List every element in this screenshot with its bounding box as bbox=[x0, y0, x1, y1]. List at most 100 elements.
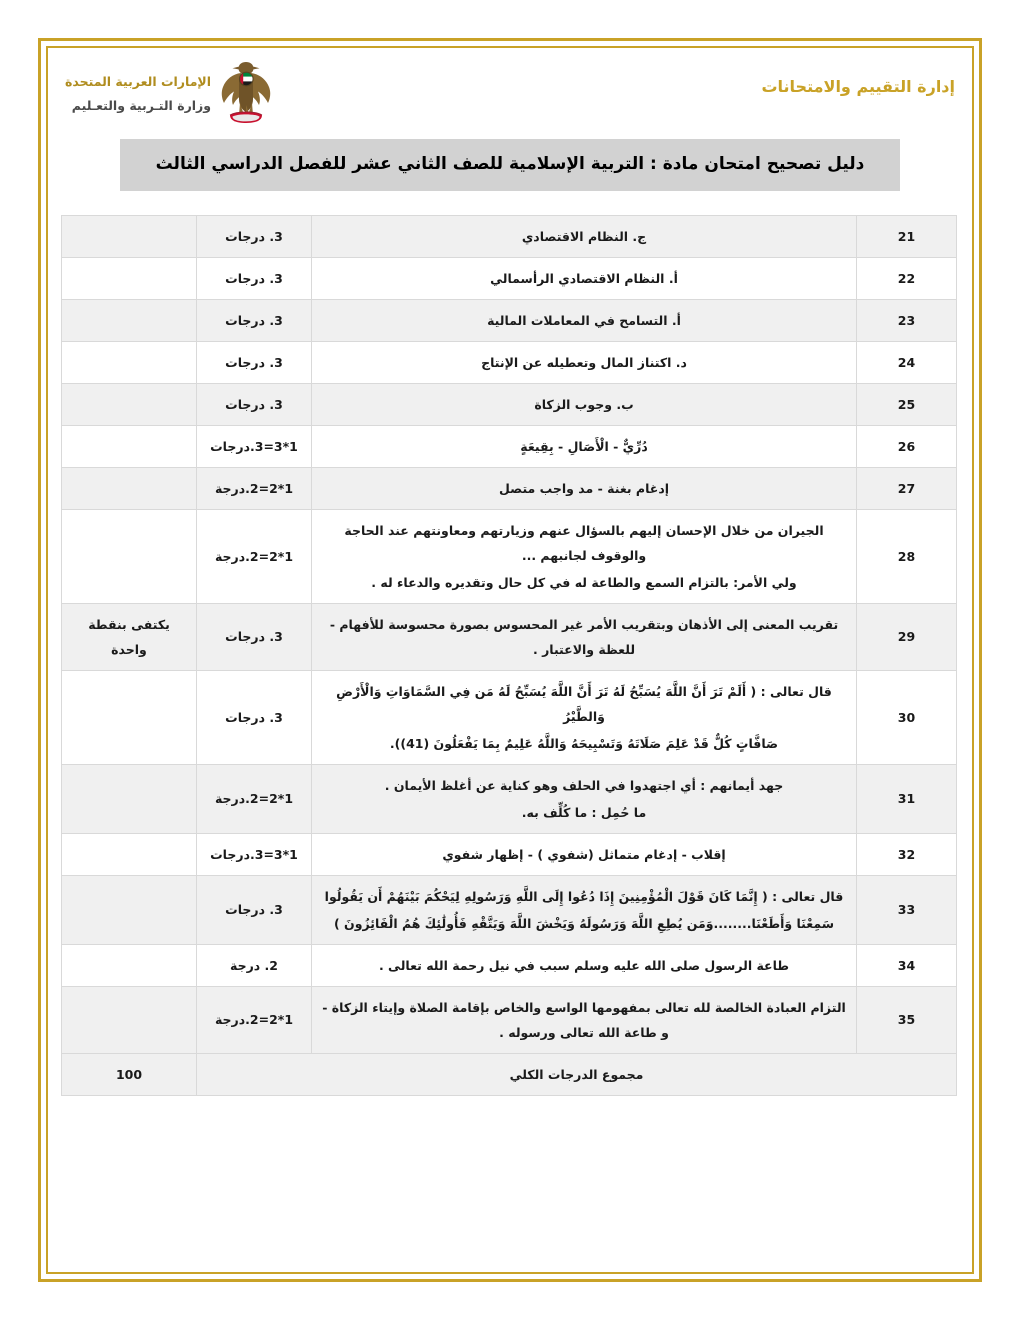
answer-line: تقريب المعنى إلى الأذهان وبتقريب الأمر غ… bbox=[329, 616, 839, 657]
question-number-cell: 26 bbox=[856, 424, 957, 468]
answer-cell: د. اكتناز المال وتعطيله عن الإنتاج bbox=[311, 340, 857, 384]
note-cell bbox=[61, 382, 197, 426]
ministry-name: وزارة التـربية والتعـليم bbox=[71, 98, 212, 113]
answer-line: التزام العبادة الخالصة لله تعالى بمفهومه… bbox=[322, 999, 846, 1040]
note-cell bbox=[61, 214, 197, 258]
answer-line: أ. التسامح في المعاملات المالية bbox=[487, 312, 681, 328]
marks-cell: 1*3=3.درجات bbox=[196, 832, 312, 876]
page-content: الإمارات العربية المتحدة وزارة التـربية … bbox=[41, 41, 979, 1279]
answer-cell: أ. التسامح في المعاملات المالية bbox=[311, 298, 857, 342]
answer-line: إدغام بغنة - مد واجب متصل bbox=[498, 480, 670, 496]
note-cell bbox=[61, 985, 197, 1054]
answer-line: ما حُمِل : ما كُلِّف به. bbox=[521, 804, 647, 820]
document-header: الإمارات العربية المتحدة وزارة التـربية … bbox=[61, 53, 959, 131]
total-row: مجموع الدرجات الكلي 100 bbox=[61, 1052, 957, 1096]
note-cell bbox=[61, 508, 197, 604]
note-cell bbox=[61, 763, 197, 834]
answer-line: طاعة الرسول صلى الله عليه وسلم سبب في ني… bbox=[378, 957, 790, 973]
question-number-cell: 32 bbox=[856, 832, 957, 876]
marks-cell: 3. درجات bbox=[196, 602, 312, 671]
question-number-cell: 28 bbox=[856, 508, 957, 604]
note-cell bbox=[61, 943, 197, 987]
ministry-identity-block: الإمارات العربية المتحدة وزارة التـربية … bbox=[65, 59, 273, 125]
answer-cell: قال تعالى : ( إِنَّمَا كَانَ قَوْلَ الْم… bbox=[311, 874, 857, 945]
question-number-cell: 35 bbox=[856, 985, 957, 1054]
answer-line: د. اكتناز المال وتعطيله عن الإنتاج bbox=[481, 354, 687, 370]
question-number-cell: 25 bbox=[856, 382, 957, 426]
question-number-cell: 22 bbox=[856, 256, 957, 300]
marks-cell: 1*2=2.درجة bbox=[196, 466, 312, 510]
table-row: 27 إدغام بغنة - مد واجب متصل 1*2=2.درجة bbox=[61, 466, 957, 510]
question-number-cell: 27 bbox=[856, 466, 957, 510]
answer-line: ج. النظام الاقتصادي bbox=[521, 228, 647, 244]
table-row: 31 جهد أيمانهم : أي اجتهدوا في الحلف وهو … bbox=[61, 763, 957, 834]
grading-table-body: 21 ج. النظام الاقتصادي 3. درجات 22 أ. النظام… bbox=[61, 214, 957, 1096]
marks-cell: 3. درجات bbox=[196, 874, 312, 945]
question-number-cell: 21 bbox=[856, 214, 957, 258]
table-row: 22 أ. النظام الاقتصادي الرأسمالي 3. درجات bbox=[61, 256, 957, 300]
answer-cell: إدغام بغنة - مد واجب متصل bbox=[311, 466, 857, 510]
total-label: مجموع الدرجات الكلي bbox=[196, 1052, 957, 1096]
page-gold-frame: الإمارات العربية المتحدة وزارة التـربية … bbox=[38, 38, 982, 1282]
marks-cell: 3. درجات bbox=[196, 340, 312, 384]
note-cell bbox=[61, 424, 197, 468]
note-cell bbox=[61, 669, 197, 765]
answer-line: دُرِّيٌّ - الْأَصَالِ - بِقِيعَةٍ bbox=[520, 438, 648, 454]
uae-falcon-emblem-icon bbox=[219, 59, 273, 125]
answer-cell: الجيران من خلال الإحسان إليهم بالسؤال عن… bbox=[311, 508, 857, 604]
note-cell: يكتفى بنقطة واحدة bbox=[61, 602, 197, 671]
table-row: 32 إقلاب - إدغام متماثل (شفوي ) - إظهار ش… bbox=[61, 832, 957, 876]
marks-cell: 3. درجات bbox=[196, 214, 312, 258]
marks-cell: 1*3=3.درجات bbox=[196, 424, 312, 468]
answer-cell: طاعة الرسول صلى الله عليه وسلم سبب في ني… bbox=[311, 943, 857, 987]
table-row: 21 ج. النظام الاقتصادي 3. درجات bbox=[61, 214, 957, 258]
note-cell bbox=[61, 256, 197, 300]
marks-cell: 2. درجة bbox=[196, 943, 312, 987]
table-row: 23 أ. التسامح في المعاملات المالية 3. درجا… bbox=[61, 298, 957, 342]
note-cell bbox=[61, 874, 197, 945]
answer-cell: جهد أيمانهم : أي اجتهدوا في الحلف وهو كن… bbox=[311, 763, 857, 834]
answer-line: الجيران من خلال الإحسان إليهم بالسؤال عن… bbox=[344, 522, 824, 563]
answer-line: إقلاب - إدغام متماثل (شفوي ) - إظهار شفو… bbox=[442, 846, 726, 862]
question-number-cell: 30 bbox=[856, 669, 957, 765]
answer-line: قال تعالى : ( أَلَمْ تَرَ أَنَّ اللَّهَ … bbox=[336, 683, 832, 724]
note-cell bbox=[61, 298, 197, 342]
question-number-cell: 29 bbox=[856, 602, 957, 671]
marks-cell: 3. درجات bbox=[196, 256, 312, 300]
question-number-cell: 24 bbox=[856, 340, 957, 384]
question-number-cell: 34 bbox=[856, 943, 957, 987]
question-number-cell: 23 bbox=[856, 298, 957, 342]
answer-line: ب. وجوب الزكاة bbox=[534, 396, 634, 412]
table-row: 35 التزام العبادة الخالصة لله تعالى بمفهو… bbox=[61, 985, 957, 1054]
marks-cell: 1*2=2.درجة bbox=[196, 985, 312, 1054]
table-row: 25 ب. وجوب الزكاة 3. درجات bbox=[61, 382, 957, 426]
marks-cell: 3. درجات bbox=[196, 669, 312, 765]
answer-cell: إقلاب - إدغام متماثل (شفوي ) - إظهار شفو… bbox=[311, 832, 857, 876]
marks-cell: 1*2=2.درجة bbox=[196, 508, 312, 604]
answer-cell: تقريب المعنى إلى الأذهان وبتقريب الأمر غ… bbox=[311, 602, 857, 671]
question-number-cell: 33 bbox=[856, 874, 957, 945]
grading-key-table: 21 ج. النظام الاقتصادي 3. درجات 22 أ. النظام… bbox=[61, 214, 957, 1096]
total-value: 100 bbox=[61, 1052, 197, 1096]
department-title: إدارة التقييم والامتحانات bbox=[761, 77, 955, 96]
answer-cell: ب. وجوب الزكاة bbox=[311, 382, 857, 426]
answer-line: أ. النظام الاقتصادي الرأسمالي bbox=[490, 270, 678, 286]
table-row: 30 قال تعالى : ( أَلَمْ تَرَ أَنَّ اللَّه… bbox=[61, 669, 957, 765]
answer-line: قال تعالى : ( إِنَّمَا كَانَ قَوْلَ الْم… bbox=[324, 888, 844, 904]
exam-title-banner: دليل تصحيح امتحان مادة : التربية الإسلام… bbox=[120, 139, 900, 191]
marks-cell: 1*2=2.درجة bbox=[196, 763, 312, 834]
table-row: 29 تقريب المعنى إلى الأذهان وبتقريب الأمر… bbox=[61, 602, 957, 671]
answer-line: صَافَّاتٍ كُلٌّ قَدْ عَلِمَ صَلَاتَهُ وَ… bbox=[389, 735, 779, 751]
answer-cell: ج. النظام الاقتصادي bbox=[311, 214, 857, 258]
answer-cell: أ. النظام الاقتصادي الرأسمالي bbox=[311, 256, 857, 300]
answer-line: سَمِعْنَا وَأَطَعْنَا........وَمَن يُطِع… bbox=[333, 915, 835, 931]
answer-line: ولي الأمر: بالتزام السمع والطاعة له في ك… bbox=[371, 574, 797, 590]
answer-line: جهد أيمانهم : أي اجتهدوا في الحلف وهو كن… bbox=[384, 777, 784, 793]
marks-cell: 3. درجات bbox=[196, 382, 312, 426]
question-number-cell: 31 bbox=[856, 763, 957, 834]
note-cell bbox=[61, 340, 197, 384]
table-row: 34 طاعة الرسول صلى الله عليه وسلم سبب في … bbox=[61, 943, 957, 987]
answer-cell: التزام العبادة الخالصة لله تعالى بمفهومه… bbox=[311, 985, 857, 1054]
note-cell bbox=[61, 832, 197, 876]
table-row: 33 قال تعالى : ( إِنَّمَا كَانَ قَوْلَ ال… bbox=[61, 874, 957, 945]
